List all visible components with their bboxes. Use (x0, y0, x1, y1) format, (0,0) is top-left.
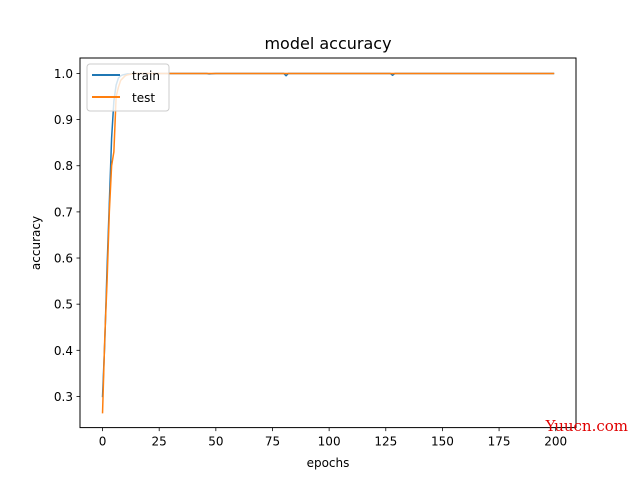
legend-label-train: train (132, 69, 160, 83)
y-axis: 0.3 0.4 0.5 0.6 0.7 0.8 0.9 1.0 (54, 67, 80, 404)
x-tick-label: 0 (99, 435, 107, 449)
y-axis-label: accuracy (29, 216, 43, 270)
legend-label-test: test (132, 91, 155, 105)
y-tick-label: 1.0 (54, 67, 73, 81)
watermark-text: Yuucn.com (545, 417, 628, 435)
y-tick-label: 0.8 (54, 159, 73, 173)
y-tick-label: 0.3 (54, 390, 73, 404)
x-tick-label: 200 (544, 435, 567, 449)
chart-title: model accuracy (264, 34, 391, 53)
plot-frame (79, 57, 577, 429)
x-tick-label: 25 (152, 435, 167, 449)
x-tick-label: 150 (431, 435, 454, 449)
y-tick-label: 0.6 (54, 252, 73, 266)
x-tick-label: 50 (208, 435, 223, 449)
legend: train test (86, 63, 170, 112)
y-tick-label: 0.9 (54, 113, 73, 127)
y-tick-label: 0.7 (54, 205, 73, 219)
x-tick-label: 100 (318, 435, 341, 449)
y-tick-label: 0.5 (54, 298, 73, 312)
x-tick-label: 75 (265, 435, 280, 449)
y-tick-label: 0.4 (54, 344, 73, 358)
x-axis-label: epochs (307, 456, 350, 470)
x-tick-label: 175 (488, 435, 511, 449)
x-tick-label: 125 (374, 435, 397, 449)
series-line-test (101, 72, 555, 414)
x-axis: 0 25 50 75 100 125 150 175 200 (99, 427, 567, 449)
